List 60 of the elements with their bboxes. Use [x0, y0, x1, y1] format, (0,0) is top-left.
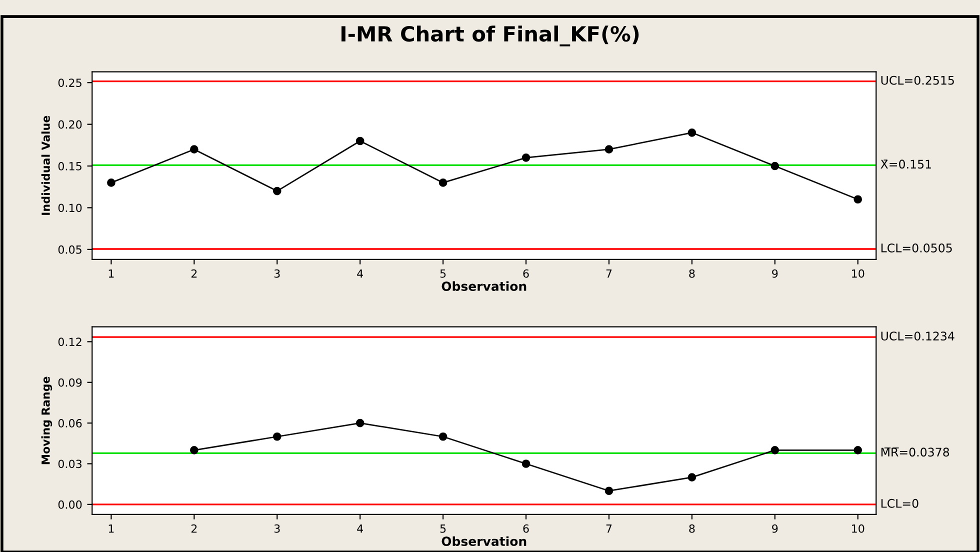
- y-tick-label: 0.10: [58, 204, 82, 212]
- point: [854, 195, 862, 204]
- y-axis-title: Individual Value: [41, 116, 50, 215]
- x-tick-label: 10: [852, 269, 864, 278]
- x-tick-label: 3: [274, 269, 280, 278]
- x-axis-title: Observation: [442, 536, 526, 546]
- point: [854, 446, 862, 454]
- point: [356, 136, 364, 146]
- point: [688, 473, 696, 482]
- y-tick-label: 0.00: [58, 500, 82, 509]
- point: [272, 432, 282, 441]
- x-tick-label: 7: [606, 270, 612, 278]
- point: [438, 178, 448, 187]
- x-tick-label: 2: [191, 269, 197, 278]
- x-axis-title: Observation: [442, 281, 526, 291]
- x-tick-label: 4: [357, 270, 363, 278]
- point: [604, 145, 614, 154]
- point: [356, 418, 364, 428]
- point: [770, 162, 780, 170]
- point: [522, 154, 530, 162]
- y-tick-label: 0.03: [58, 460, 82, 468]
- x-tick-label: 6: [523, 524, 529, 533]
- x-tick-label: 9: [772, 269, 778, 278]
- y-tick-label: 0.06: [58, 419, 82, 428]
- ref-line-label: LCL=0.0505: [881, 244, 952, 252]
- y-axis-title: Moving Range: [41, 376, 52, 464]
- y-tick-label: 0.05: [58, 245, 82, 254]
- point: [190, 145, 198, 154]
- x-tick-label: 2: [191, 524, 197, 533]
- point: [272, 186, 282, 196]
- x-tick-label: 1: [108, 524, 114, 533]
- x-tick-label: 10: [852, 524, 864, 533]
- x-tick-label: 3: [274, 524, 280, 533]
- y-tick-label: 0.12: [58, 338, 82, 346]
- x-tick-label: 1: [108, 270, 114, 278]
- ref-line-label: UCL=0.2515: [881, 76, 954, 85]
- x-tick-label: 9: [772, 524, 778, 533]
- y-tick-label: 0.09: [58, 378, 82, 387]
- chart-title: I-MR Chart of Final_KF(%): [342, 26, 639, 46]
- x-tick-label: 4: [357, 524, 363, 533]
- x-tick-label: 8: [689, 524, 695, 533]
- y-tick-label: 0.20: [58, 120, 82, 129]
- point: [438, 432, 448, 441]
- point: [522, 460, 530, 468]
- ref-line-label: LCL=0: [881, 498, 918, 508]
- x-tick-label: 7: [606, 524, 612, 533]
- point: [688, 128, 696, 137]
- y-tick-label: 0.15: [58, 162, 82, 170]
- ref-line-label: M̅R̅=0.0378: [881, 448, 950, 457]
- point: [107, 178, 116, 187]
- x-tick-label: 5: [440, 270, 446, 278]
- y-tick-label: 0.25: [58, 78, 82, 87]
- point: [190, 446, 198, 454]
- ref-line-label: X̄=0.151: [880, 160, 931, 169]
- ref-line-label: UCL=0.1234: [881, 332, 954, 341]
- x-tick-label: 6: [523, 269, 529, 278]
- point: [770, 446, 780, 454]
- x-tick-label: 8: [689, 269, 695, 278]
- x-tick-label: 5: [440, 524, 446, 533]
- point: [604, 486, 614, 496]
